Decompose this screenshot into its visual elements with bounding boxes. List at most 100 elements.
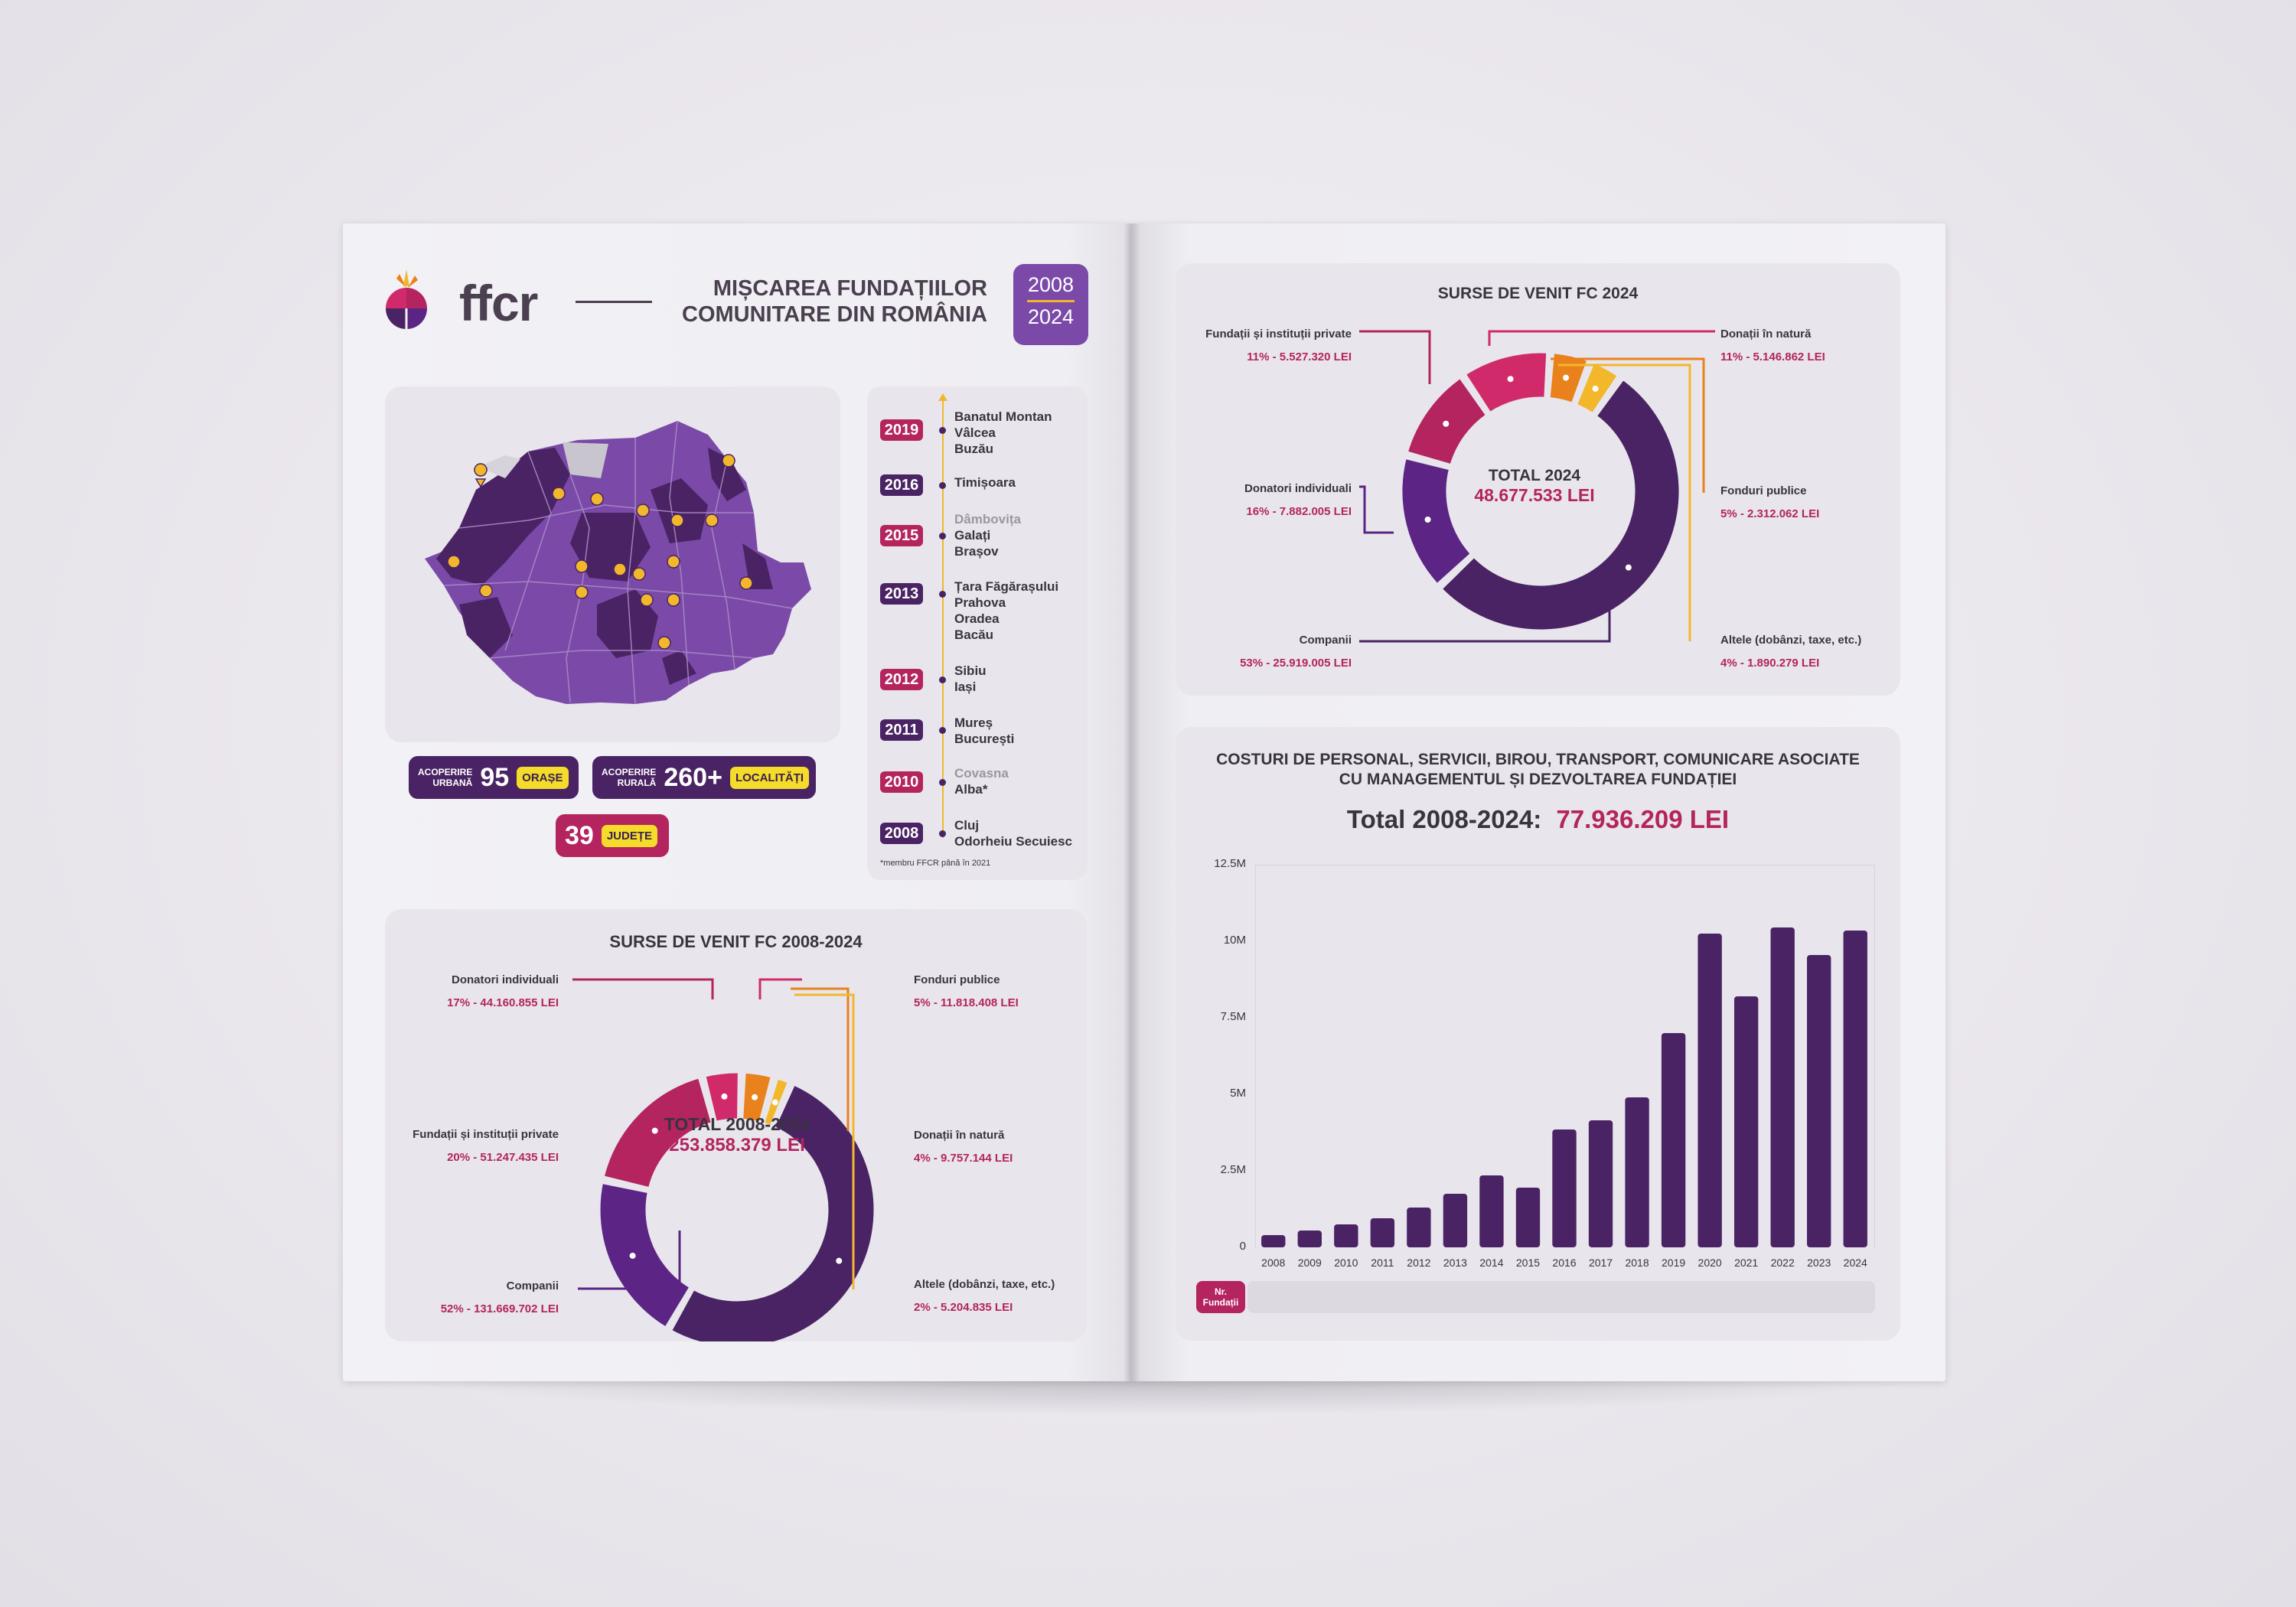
nr-fundatii-row [1247, 1281, 1875, 1313]
timeline-name: Odorheiu Secuiesc [954, 834, 1072, 849]
timeline-axis [942, 398, 944, 838]
leader-line [1359, 330, 1431, 384]
leader-line [758, 978, 802, 999]
timeline-name: Alba* [954, 782, 988, 797]
x-tick-label: 2021 [1734, 1257, 1759, 1269]
timeline-names: Banatul Montan Vâlcea Buzău [954, 409, 1052, 457]
donut-dot [1592, 385, 1599, 392]
timeline-names: Timișoara [954, 474, 1016, 491]
x-tick-label: 2016 [1552, 1257, 1577, 1269]
bar-2012 [1407, 1208, 1431, 1247]
bar-2014 [1479, 1175, 1504, 1247]
dt-label-altele: Altele (dobânzi, taxe, etc.) [914, 1278, 1055, 1291]
donut-dot [1563, 374, 1570, 381]
timeline-dot [939, 727, 946, 734]
bar-2016 [1552, 1129, 1577, 1247]
x-tick-label: 2024 [1843, 1257, 1867, 1269]
timeline-names: Covasna Alba* [954, 765, 1009, 797]
donut-dot [771, 1099, 778, 1106]
donut-dot [836, 1257, 843, 1264]
costs-total-label: Total 2008-2024: [1346, 805, 1542, 833]
timeline-footnote: *membru FFCR până în 2021 [880, 859, 991, 868]
d24-value-companii: 53% - 25.919.005 LEI [1240, 657, 1352, 670]
timeline-name: Prahova [954, 595, 1006, 610]
donut-total-chart [572, 978, 876, 1341]
timeline-year: 2011 [880, 719, 923, 741]
dt-label-donatori: Donatori individuali [451, 973, 559, 986]
timeline-panel [867, 386, 1088, 880]
x-tick-label: 2017 [1588, 1257, 1613, 1269]
page-title: MIȘCAREA FUNDAȚIILOR COMUNITARE DIN ROMÂN… [682, 276, 987, 327]
dt-label-donatii: Donații în natură [914, 1129, 1005, 1142]
nr-fundatii-label: Nr. Fundații [1196, 1281, 1245, 1313]
timeline-dot [939, 830, 946, 837]
bar-2019 [1661, 1033, 1686, 1247]
dt-label-fundatii: Fundații și instituții private [413, 1128, 559, 1141]
timeline-name: Galați [954, 528, 991, 543]
donut-slice-donatori [602, 1076, 713, 1190]
leader-line [578, 1231, 681, 1290]
dt-value-altele: 2% - 5.204.835 LEI [914, 1301, 1013, 1314]
leader-line [572, 978, 714, 999]
x-tick-label: 2019 [1662, 1257, 1686, 1269]
bar-2024 [1843, 931, 1867, 1247]
dt-value-fundatii: 20% - 51.247.435 LEI [447, 1151, 559, 1164]
leader-line [791, 987, 850, 1131]
timeline-name: Covasna [954, 766, 1009, 781]
x-tick-label: 2013 [1443, 1257, 1467, 1269]
donut-slice-donatori [1400, 457, 1473, 586]
timeline-name: Vâlcea [954, 425, 996, 440]
x-tick-label: 2010 [1334, 1257, 1358, 1269]
x-tick-label: 2008 [1261, 1257, 1286, 1269]
d24-label-altele: Altele (dobânzi, taxe, etc.) [1720, 634, 1862, 647]
timeline-name: București [954, 732, 1015, 746]
costs-bar-chart [1261, 927, 1867, 1247]
dt-value-donatori: 17% - 44.160.855 LEI [447, 996, 559, 1009]
timeline-year: 2019 [880, 419, 923, 441]
costs-total: Total 2008-2024: 77.936.209 LEI [1176, 805, 1900, 834]
timeline-dot [939, 676, 946, 683]
d24-value-fonduri: 5% - 2.312.062 LEI [1720, 507, 1820, 520]
x-tick-label: 2009 [1297, 1257, 1322, 1269]
bar-plot-area [1255, 865, 1875, 1248]
timeline-name: Dâmbovița [954, 512, 1021, 526]
donut-dot [651, 1127, 658, 1134]
costs-total-value: 77.936.209 LEI [1556, 805, 1730, 833]
x-tick-label: 2011 [1371, 1257, 1394, 1269]
logo-text: ffcr [459, 275, 538, 331]
d24-value-donatii: 11% - 5.146.862 LEI [1720, 350, 1825, 363]
d24-label-companii: Companii [1299, 634, 1352, 647]
donut-dot [629, 1252, 636, 1259]
y-tick-label: 0 [1239, 1240, 1246, 1253]
dt-label-companii: Companii [506, 1279, 559, 1292]
dt-value-fonduri: 5% - 11.818.408 LEI [914, 996, 1019, 1009]
timeline-name: Brașov [954, 544, 999, 559]
header-divider [576, 301, 652, 303]
x-tick-label: 2023 [1807, 1257, 1831, 1269]
timeline-dot [939, 779, 946, 786]
ffcr-logo-icon [386, 269, 427, 341]
timeline-dot [939, 482, 946, 489]
dt-value-donatii: 4% - 9.757.144 LEI [914, 1152, 1013, 1165]
x-tick-label: 2018 [1625, 1257, 1649, 1269]
donut-2024-chart [1359, 330, 1715, 643]
bar-2009 [1297, 1231, 1322, 1247]
x-tick-label: 2022 [1770, 1257, 1795, 1269]
x-tick-label: 2014 [1479, 1257, 1504, 1269]
year-range-divider [1027, 300, 1075, 302]
bar-2013 [1443, 1194, 1468, 1247]
timeline-names: Mureș București [954, 715, 1014, 747]
timeline-name: Banatul Montan [954, 409, 1052, 424]
y-tick-label: 5M [1230, 1087, 1246, 1100]
donut-slice-fundatii [598, 1182, 692, 1329]
donut-total-panel [385, 909, 1087, 1341]
bar-2008 [1261, 1235, 1286, 1247]
donut-2024-center: TOTAL 2024 48.677.533 LEI [1474, 467, 1595, 505]
donut-slice-donatii [1463, 350, 1549, 414]
bar-2010 [1334, 1224, 1358, 1247]
timeline-name: Mureș [954, 715, 993, 730]
timeline-name: Cluj [954, 818, 980, 833]
x-tick-label: 2012 [1407, 1257, 1431, 1269]
d24-label-fundatii: Fundații și instituții private [1205, 328, 1352, 341]
donut-slice-companii [670, 1083, 876, 1341]
